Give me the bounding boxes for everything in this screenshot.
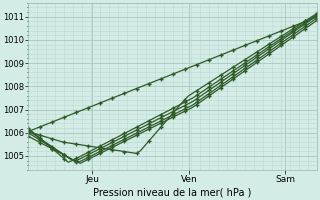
X-axis label: Pression niveau de la mer( hPa ): Pression niveau de la mer( hPa ) bbox=[93, 187, 252, 197]
